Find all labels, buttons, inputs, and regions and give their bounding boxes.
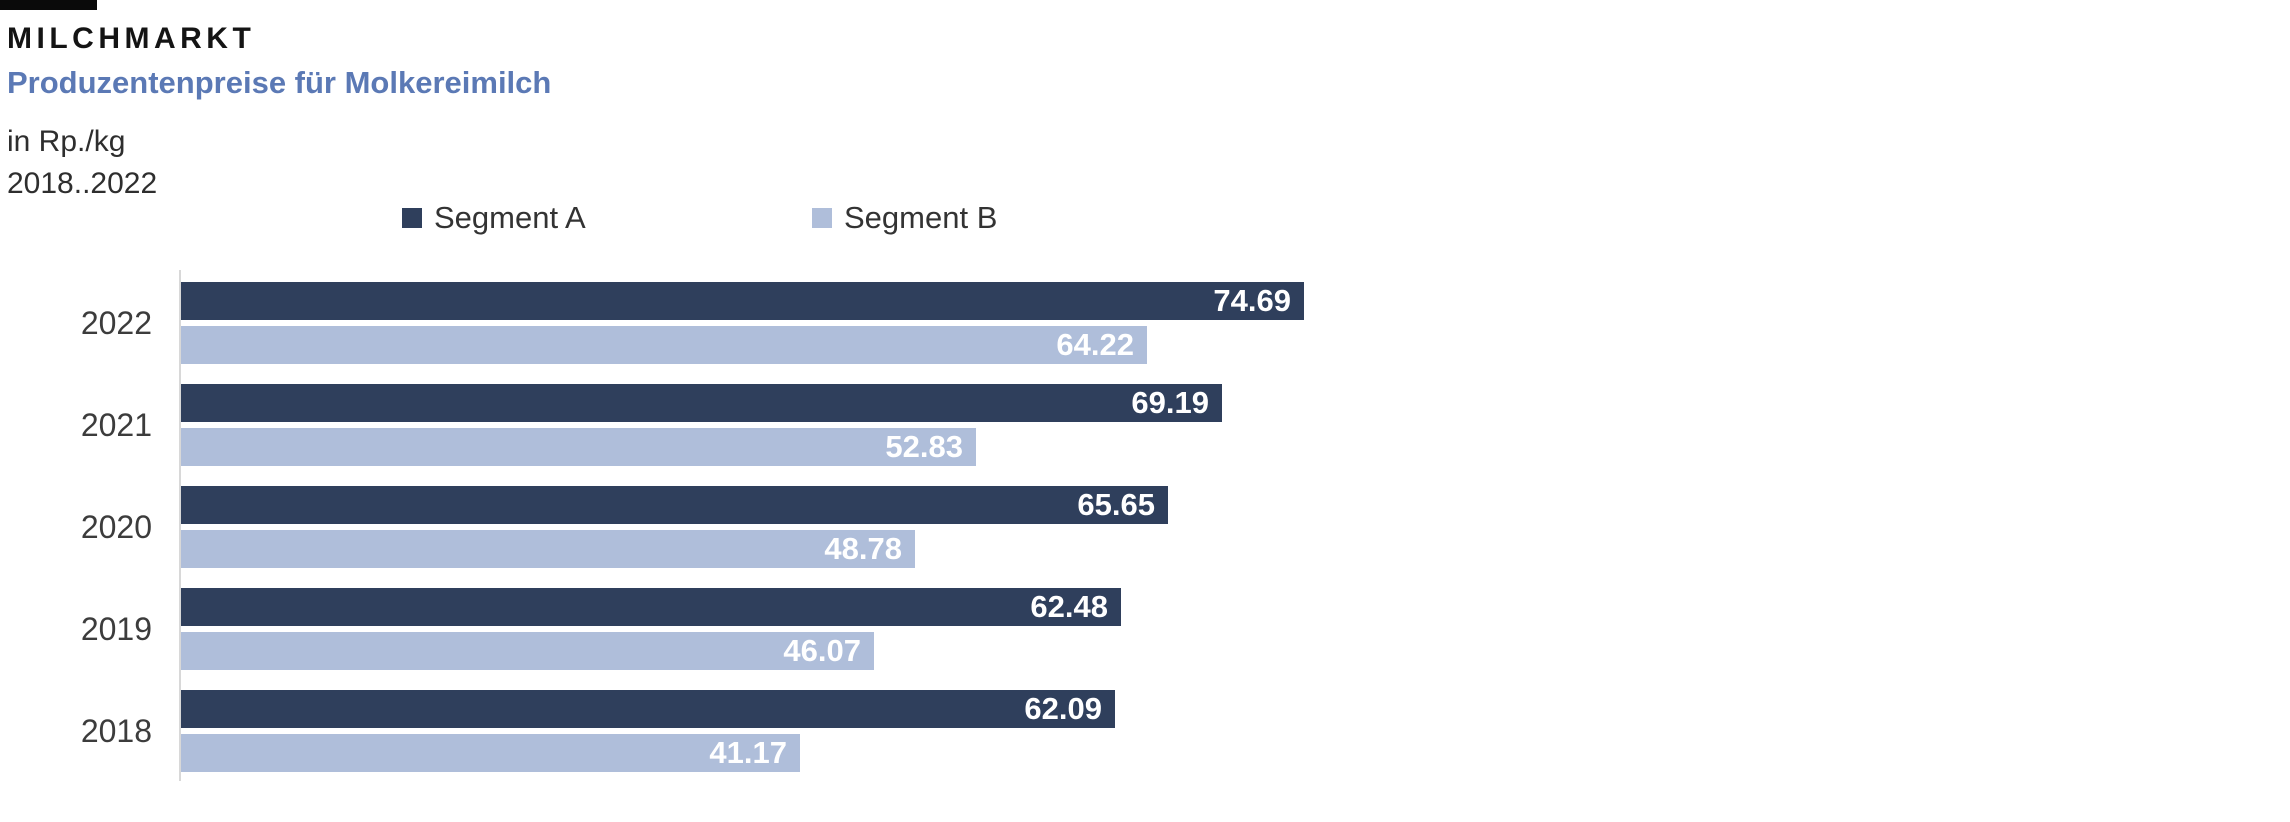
bar-segment-a-2021: 69.19 [181,384,1222,422]
bar-value-label: 48.78 [824,531,902,566]
year-label-2018: 2018 [80,713,152,749]
bar-value-label: 62.09 [1024,691,1102,726]
bar-segment-b-2020: 48.78 [181,530,915,568]
y-axis-line [179,270,181,781]
unit-label: in Rp./kg [7,125,126,158]
bar-segment-b-2018: 41.17 [181,734,800,772]
bar-value-label: 65.65 [1077,487,1155,522]
bar-value-label: 74.69 [1213,283,1291,318]
bar-segment-b-2019: 46.07 [181,632,874,670]
plot-area: 2022 74.69 64.22 2021 69.19 52.83 2020 65.65 48.… [0,270,2290,800]
legend-label-segment-b: Segment B [844,200,998,235]
bar-value-label: 64.22 [1056,327,1134,362]
bar-segment-a-2020: 65.65 [181,486,1168,524]
header-accent-bar [0,0,97,10]
legend-item-segment-b: Segment B [812,198,997,238]
bar-value-label: 52.83 [885,429,963,464]
bar-segment-a-2019: 62.48 [181,588,1121,626]
legend-swatch-segment-a-icon [402,208,422,228]
year-label-2019: 2019 [80,611,152,647]
year-label-2021: 2021 [80,407,152,443]
bar-value-label: 41.17 [709,735,787,770]
bar-segment-a-2022: 74.69 [181,282,1304,320]
legend-item-segment-a: Segment A [402,198,586,238]
bar-value-label: 62.48 [1030,589,1108,624]
bar-segment-a-2018: 62.09 [181,690,1115,728]
bar-value-label: 46.07 [783,633,861,668]
chart-title: Produzentenpreise für Molkereimilch [7,65,552,100]
legend-label-segment-a: Segment A [434,200,586,235]
bar-segment-b-2021: 52.83 [181,428,976,466]
bar-segment-b-2022: 64.22 [181,326,1147,364]
legend-swatch-segment-b-icon [812,208,832,228]
year-label-2020: 2020 [80,509,152,545]
year-label-2022: 2022 [80,305,152,341]
date-range-label: 2018..2022 [7,167,158,200]
bar-value-label: 69.19 [1131,385,1209,420]
page-kicker: MILCHMARKT [7,22,256,55]
